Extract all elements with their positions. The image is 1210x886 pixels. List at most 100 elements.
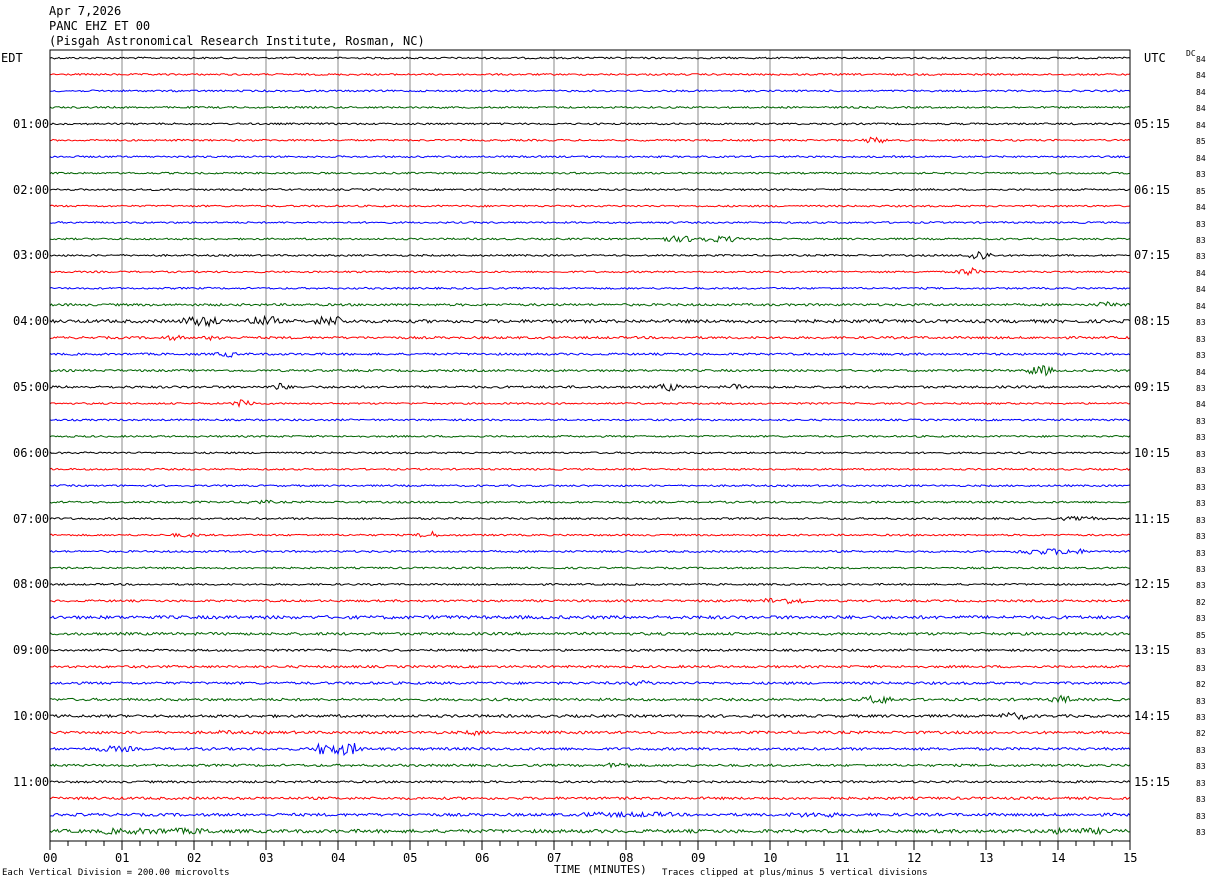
dc-offset-value: 84	[1196, 367, 1206, 377]
left-hour-label: 04:00	[13, 314, 50, 329]
dc-offset-value: 84	[1196, 400, 1206, 410]
trace-row-43	[49, 762, 1131, 769]
dc-offset-value: 83	[1196, 384, 1206, 393]
dc-offset-value: 83	[1196, 170, 1206, 180]
x-tick-label: 06	[475, 851, 490, 865]
trace-row-22	[49, 418, 1131, 422]
trace-row-23	[49, 434, 1131, 438]
trace-row-16	[49, 314, 1131, 328]
header-date: Apr 7,2026	[49, 4, 122, 18]
dc-offset-value: 83	[1196, 433, 1206, 443]
minute-gridlines	[121, 50, 1059, 841]
trace-row-42	[49, 742, 1131, 757]
dc-offset-value: 83	[1196, 581, 1206, 591]
trace-row-35	[49, 631, 1131, 636]
dc-offset-value: 83	[1196, 745, 1206, 755]
trace-row-13	[49, 266, 1131, 277]
left-hour-label: 05:00	[13, 380, 50, 394]
trace-row-33	[50, 597, 1131, 605]
x-tick-label: 07	[547, 851, 562, 865]
left-hour-label: 07:00	[13, 511, 50, 526]
trace-row-11	[49, 235, 1131, 243]
x-tick-label: 11	[835, 851, 850, 865]
header-channel: PANC EHZ ET 00	[49, 19, 151, 33]
dc-offset-value: 84	[1196, 71, 1206, 81]
x-tick-label: 14	[1051, 851, 1066, 865]
trace-row-36	[49, 648, 1131, 653]
dc-offset-value: 83	[1196, 828, 1206, 838]
plot-frame	[49, 49, 1131, 842]
dc-offset-value: 85	[1196, 137, 1206, 147]
trace-row-27	[49, 499, 1131, 505]
right-hour-label: 15:15	[1134, 774, 1171, 789]
right-hour-label: 10:15	[1134, 445, 1171, 460]
dc-offset-value: 83	[1196, 499, 1206, 509]
x-tick-label: 05	[403, 851, 418, 865]
trace-row-46	[49, 810, 1131, 819]
dc-offset-value: 83	[1196, 762, 1206, 772]
x-tick-label: 04	[331, 851, 346, 865]
trace-row-29	[49, 530, 1131, 538]
trace-row-12	[49, 250, 1131, 260]
dc-offset-value: 84	[1196, 285, 1206, 295]
left-hour-label: 10:00	[13, 709, 50, 723]
dc-offset-value: 83	[1196, 449, 1206, 459]
trace-row-28	[49, 515, 1131, 522]
dc-offset-value: 85	[1196, 630, 1206, 640]
dc-offset-value: 84	[1196, 104, 1206, 114]
dc-offset-value: 83	[1196, 466, 1206, 476]
left-hour-label: 11:00	[13, 774, 50, 789]
trace-row-31	[49, 566, 1131, 570]
dc-offset-value: 84	[1196, 87, 1206, 97]
left-hour-label: 06:00	[13, 445, 50, 460]
dc-offset-value: 83	[1196, 515, 1206, 525]
x-tick-label: 08	[619, 851, 634, 865]
x-tick-label: 13	[979, 851, 994, 865]
right-hour-label: 09:15	[1134, 380, 1171, 394]
trace-row-19	[49, 364, 1131, 377]
dc-offset-value: 83	[1196, 795, 1206, 805]
footer-clip-note: Traces clipped at plus/minus 5 vertical …	[662, 868, 928, 878]
x-tick-label: 02	[187, 851, 202, 865]
right-hour-label: 13:15	[1134, 643, 1171, 658]
left-hour-label: 03:00	[13, 248, 50, 263]
dc-offset-value: 84	[1196, 153, 1206, 163]
trace-row-10	[49, 220, 1131, 225]
trace-row-3	[49, 105, 1131, 109]
trace-row-2	[50, 89, 1131, 93]
trace-row-8	[49, 187, 1131, 192]
dc-offset-value: 83	[1196, 318, 1206, 328]
footer-scale: Each Vertical Division = 200.00 microvol…	[2, 868, 230, 878]
dc-offset-value: 83	[1196, 713, 1206, 722]
dc-offset-value: 83	[1196, 219, 1206, 229]
trace-row-40	[49, 711, 1131, 721]
trace-row-25	[49, 467, 1131, 471]
dc-offset-value: 84	[1196, 120, 1206, 130]
trace-row-0	[49, 56, 1131, 60]
right-hour-label: 08:15	[1134, 314, 1171, 329]
trace-row-38	[49, 680, 1131, 687]
dc-offset-value: 84	[1196, 203, 1206, 213]
dc-offset-value: 83	[1196, 334, 1206, 344]
dc-offset-value: 83	[1196, 548, 1206, 558]
dc-offset-value: 84	[1196, 55, 1206, 64]
dc-offset-value: 83	[1196, 647, 1206, 657]
dc-offset-value: 83	[1196, 663, 1206, 673]
dc-offset-value: 85	[1196, 186, 1206, 196]
seismic-traces	[49, 56, 1131, 836]
dc-offset-value: 83	[1196, 811, 1206, 821]
right-hour-label: 05:15	[1134, 116, 1171, 131]
trace-row-1	[49, 72, 1131, 77]
trace-row-37	[49, 664, 1131, 669]
trace-row-26	[49, 484, 1131, 488]
trace-row-44	[49, 779, 1131, 784]
dc-offset-value: 83	[1196, 696, 1206, 706]
trace-row-17	[49, 334, 1131, 342]
trace-row-20	[49, 382, 1131, 392]
trace-row-41	[49, 729, 1131, 737]
trace-row-32	[49, 582, 1130, 587]
trace-row-30	[49, 548, 1131, 556]
dc-offset-value: 83	[1196, 778, 1206, 788]
trace-row-7	[49, 171, 1131, 175]
